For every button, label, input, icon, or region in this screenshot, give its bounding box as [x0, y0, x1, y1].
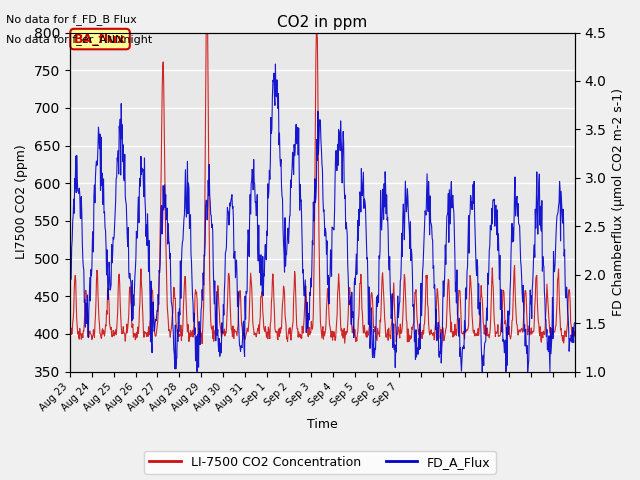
- Y-axis label: FD Chamberflux (μmol CO2 m-2 s-1): FD Chamberflux (μmol CO2 m-2 s-1): [612, 88, 625, 316]
- Title: CO2 in ppm: CO2 in ppm: [277, 15, 367, 30]
- Text: No data for f_FD_B Flux: No data for f_FD_B Flux: [6, 14, 137, 25]
- Y-axis label: LI7500 CO2 (ppm): LI7500 CO2 (ppm): [15, 144, 28, 259]
- Text: BA_flux: BA_flux: [74, 33, 126, 46]
- Legend: LI-7500 CO2 Concentration, FD_A_Flux: LI-7500 CO2 Concentration, FD_A_Flux: [145, 451, 495, 474]
- Text: No data for f_er_ANNnight: No data for f_er_ANNnight: [6, 34, 153, 45]
- X-axis label: Time: Time: [307, 419, 337, 432]
